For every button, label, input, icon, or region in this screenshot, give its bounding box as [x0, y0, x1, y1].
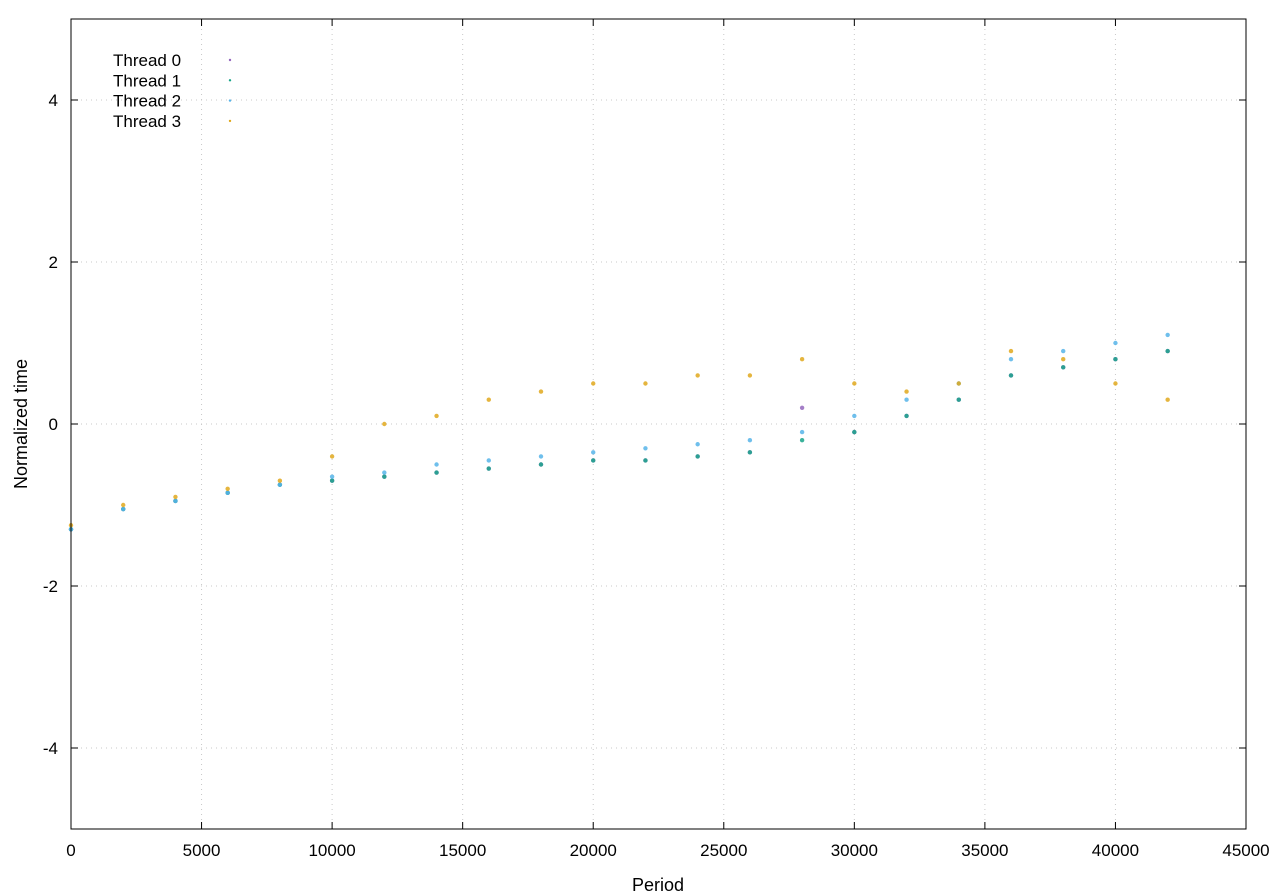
x-tick-label: 35000: [961, 841, 1008, 860]
data-point: [434, 462, 439, 467]
data-point: [329, 478, 335, 483]
legend-entry-marker: [228, 58, 232, 62]
data-point: [799, 429, 805, 435]
legend-entry-marker: [228, 119, 232, 123]
data-point: [643, 381, 648, 386]
plot-frame: [70, 18, 1247, 830]
data-point: [956, 397, 961, 402]
x-tick-label: 15000: [439, 841, 486, 860]
y-tick-label: 2: [49, 253, 58, 272]
legend-entry-marker: [228, 79, 232, 82]
data-point: [538, 454, 544, 459]
series-3-points: [68, 348, 1170, 528]
series-1-points: [68, 348, 1170, 532]
data-point: [382, 474, 387, 479]
x-tick-label: 20000: [570, 841, 617, 860]
data-point: [1008, 373, 1014, 378]
legend-entry-label: Thread 0: [113, 51, 181, 70]
data-point: [382, 470, 387, 475]
grid-lines: [71, 19, 1246, 829]
data-point: [225, 490, 230, 496]
data-point: [852, 413, 857, 419]
data-point: [277, 478, 283, 483]
data-point: [799, 405, 805, 410]
data-point: [747, 373, 753, 378]
data-point: [121, 506, 126, 512]
data-point: [1113, 381, 1118, 386]
data-point: [852, 381, 857, 386]
data-point: [591, 458, 596, 463]
data-point: [1061, 348, 1066, 354]
data-point: [434, 413, 439, 419]
data-point: [486, 466, 491, 471]
data-point: [747, 438, 753, 443]
y-tick-labels: -4 -2 0 2 4: [43, 91, 58, 758]
data-point: [643, 446, 648, 451]
data-point: [538, 389, 544, 394]
data-point: [1008, 348, 1014, 354]
data-point: [277, 482, 283, 487]
data-point: [695, 454, 700, 459]
data-point: [1061, 365, 1066, 370]
data-point: [956, 381, 961, 386]
x-tick-label: 45000: [1222, 841, 1269, 860]
series-0-points: [68, 348, 1170, 532]
x-tick-label: 30000: [831, 841, 878, 860]
data-point: [382, 421, 387, 427]
legend-entry-label: Thread 2: [113, 92, 181, 111]
legend-entry-label: Thread 1: [113, 71, 181, 90]
x-tick-label: 5000: [183, 841, 221, 860]
y-tick-label: -2: [43, 577, 58, 596]
x-axis-label: Period: [632, 875, 684, 895]
data-point: [1165, 348, 1170, 354]
data-point: [121, 502, 126, 508]
data-point: [695, 442, 700, 447]
data-point: [904, 389, 909, 394]
legend-entry-label: Thread 3: [113, 112, 181, 131]
data-point: [486, 458, 491, 463]
data-point: [904, 397, 909, 402]
data-point: [173, 494, 178, 500]
x-tick-labels: 0 5000 10000 15000 20000 25000 30000 35000 40000…: [66, 841, 1269, 860]
x-tick-label: 25000: [700, 841, 747, 860]
data-point: [486, 397, 491, 402]
data-point: [1165, 397, 1170, 402]
data-point: [1113, 357, 1118, 362]
data-point: [799, 357, 805, 362]
data-point: [799, 438, 805, 443]
data-point: [591, 381, 596, 386]
x-tick-label: 10000: [308, 841, 355, 860]
y-axis-label: Normalized time: [11, 359, 31, 489]
data-points: [68, 332, 1170, 532]
x-tick-label: 40000: [1092, 841, 1139, 860]
data-point: [329, 474, 335, 479]
data-point: [852, 429, 857, 435]
legend-entry-marker: [228, 99, 232, 102]
data-point: [173, 498, 178, 504]
series-2-points: [68, 332, 1170, 532]
data-point: [329, 454, 335, 459]
data-point: [434, 470, 439, 475]
data-point: [225, 486, 230, 491]
data-point: [747, 450, 753, 455]
data-point: [538, 462, 544, 467]
data-point: [643, 458, 648, 463]
data-point: [1008, 357, 1014, 362]
y-tick-label: 0: [49, 415, 58, 434]
x-tick-label: 0: [66, 841, 75, 860]
y-tick-label: 4: [49, 91, 58, 110]
axis-ticks: [70, 19, 1247, 829]
data-point: [695, 373, 700, 378]
y-tick-label: -4: [43, 739, 58, 758]
data-point: [904, 413, 909, 419]
data-point: [591, 450, 596, 455]
data-point: [1113, 340, 1118, 346]
data-point: [1061, 357, 1066, 362]
data-point: [1165, 332, 1170, 338]
